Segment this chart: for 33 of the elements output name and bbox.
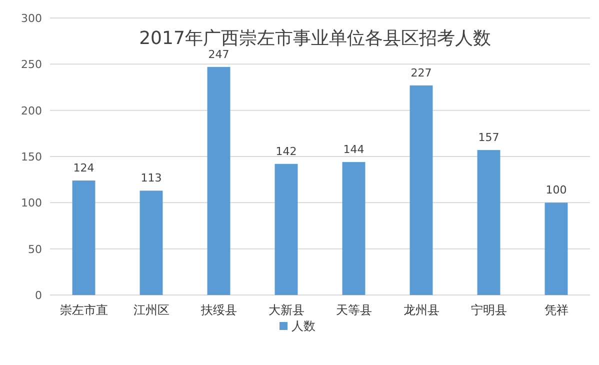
- y-tick-label: 150: [21, 150, 42, 164]
- y-tick-label: 0: [35, 289, 42, 302]
- y-tick-label: 250: [21, 58, 42, 72]
- y-tick-label: 100: [21, 196, 42, 210]
- x-tick-label: 大新县: [268, 303, 304, 317]
- x-tick-label: 宁明县: [470, 303, 507, 317]
- bar: [274, 164, 298, 295]
- data-label: 227: [410, 66, 432, 80]
- bar: [207, 66, 230, 295]
- x-tick-label: 凭祥: [544, 303, 568, 317]
- x-tick-label: 龙州县: [403, 303, 440, 317]
- bar: [544, 202, 568, 295]
- x-tick-label: 天等县: [336, 303, 372, 317]
- x-tick-label: 扶绥县: [200, 303, 237, 317]
- y-tick-label: 50: [28, 242, 42, 256]
- x-tick-label: 崇左市直: [60, 303, 108, 317]
- bar: [477, 150, 500, 295]
- y-tick-label: 200: [21, 104, 42, 118]
- text: 2017年广西崇左市事业单位各县区招考人数: [139, 28, 491, 49]
- legend-label: 人数: [292, 319, 316, 333]
- y-tick-label: 300: [21, 12, 42, 25]
- data-label: 113: [140, 172, 162, 185]
- data-label: 142: [276, 144, 297, 158]
- data-label: 157: [478, 131, 500, 144]
- bar: [72, 180, 96, 295]
- data-label: 124: [73, 162, 94, 175]
- data-label: 247: [208, 48, 230, 61]
- x-tick-label: 江州区: [133, 303, 170, 317]
- bar: [140, 190, 163, 295]
- bar: [410, 85, 433, 295]
- bar: [342, 162, 366, 295]
- data-label: 144: [343, 143, 364, 156]
- data-label: 100: [546, 184, 567, 197]
